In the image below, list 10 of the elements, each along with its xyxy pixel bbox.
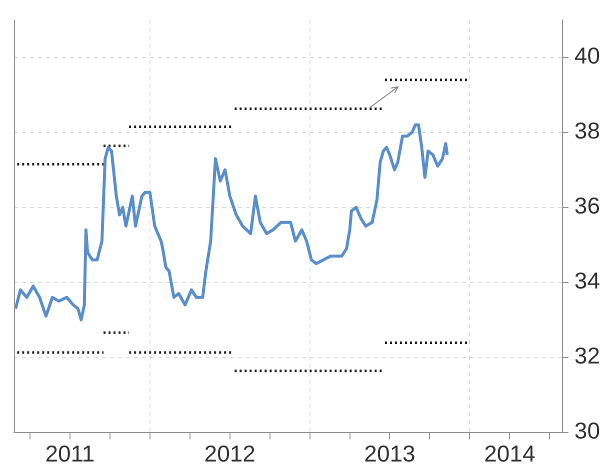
y-tick-label: 38 xyxy=(574,118,600,144)
x-tick-label: 2013 xyxy=(364,440,416,467)
x-tick-label: 2011 xyxy=(45,440,95,467)
x-tick-label: 2014 xyxy=(484,440,536,467)
y-tick-label: 36 xyxy=(574,192,600,219)
y-tick-label: 30 xyxy=(574,418,600,444)
y-tick-label: 34 xyxy=(574,268,600,294)
y-tick-label: 40 xyxy=(574,42,600,69)
y-tick-label: 32 xyxy=(574,342,600,369)
x-tick-label: 2012 xyxy=(204,440,256,467)
